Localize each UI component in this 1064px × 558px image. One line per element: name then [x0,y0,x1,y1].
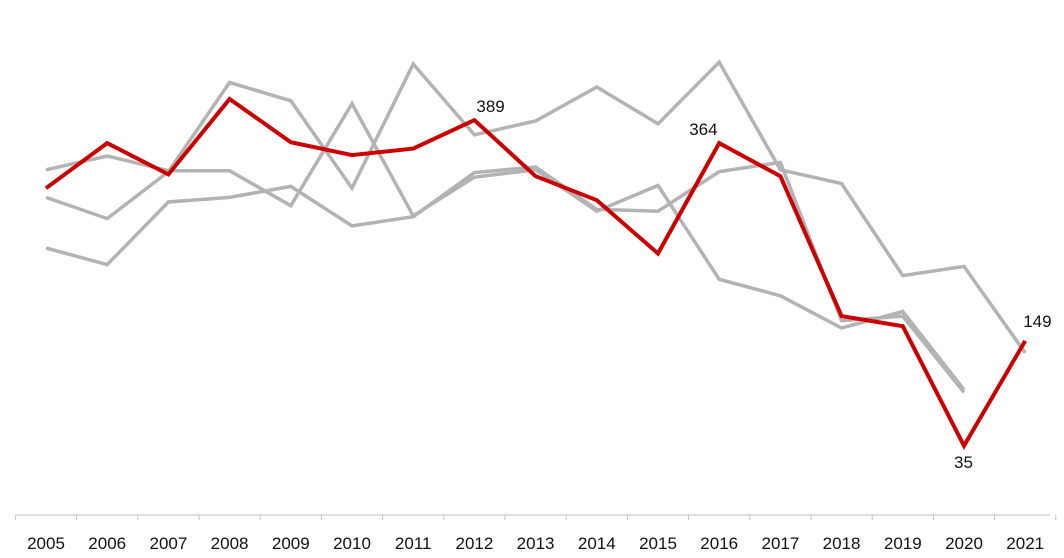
x-tick-label: 2007 [149,534,187,553]
x-tick-label: 2018 [823,534,861,553]
series-line-highlight [44,96,1027,450]
x-tick-label: 2014 [578,534,616,553]
x-tick-label: 2017 [761,534,799,553]
x-tick-label: 2010 [333,534,371,553]
series-line-3 [45,100,966,391]
x-tick-label: 2012 [455,534,493,553]
x-tick-label: 2015 [639,534,677,553]
x-tick-label: 2008 [211,534,249,553]
data-label-layer: 389 364 35 149 [476,97,1051,472]
x-tick-label: 2021 [1006,534,1044,553]
data-label: 389 [476,97,504,116]
x-tick-label: 2019 [884,534,922,553]
x-axis: 2005 2006 2007 2008 2009 2010 2011 2012 2013 2014… [14,514,1057,553]
x-tick-label: 2016 [700,534,738,553]
x-tick-label: 2011 [395,534,432,553]
data-label: 35 [954,453,973,472]
x-tick-label: 2005 [27,534,65,553]
data-label: 364 [689,120,717,139]
x-tick-label: 2009 [272,534,310,553]
series-line-1 [45,59,1027,354]
series-layer [44,59,1027,450]
x-tick-label: 2020 [945,534,983,553]
x-tick-label: 2006 [88,534,126,553]
data-label: 149 [1023,312,1051,331]
x-tick-label: 2013 [517,534,555,553]
